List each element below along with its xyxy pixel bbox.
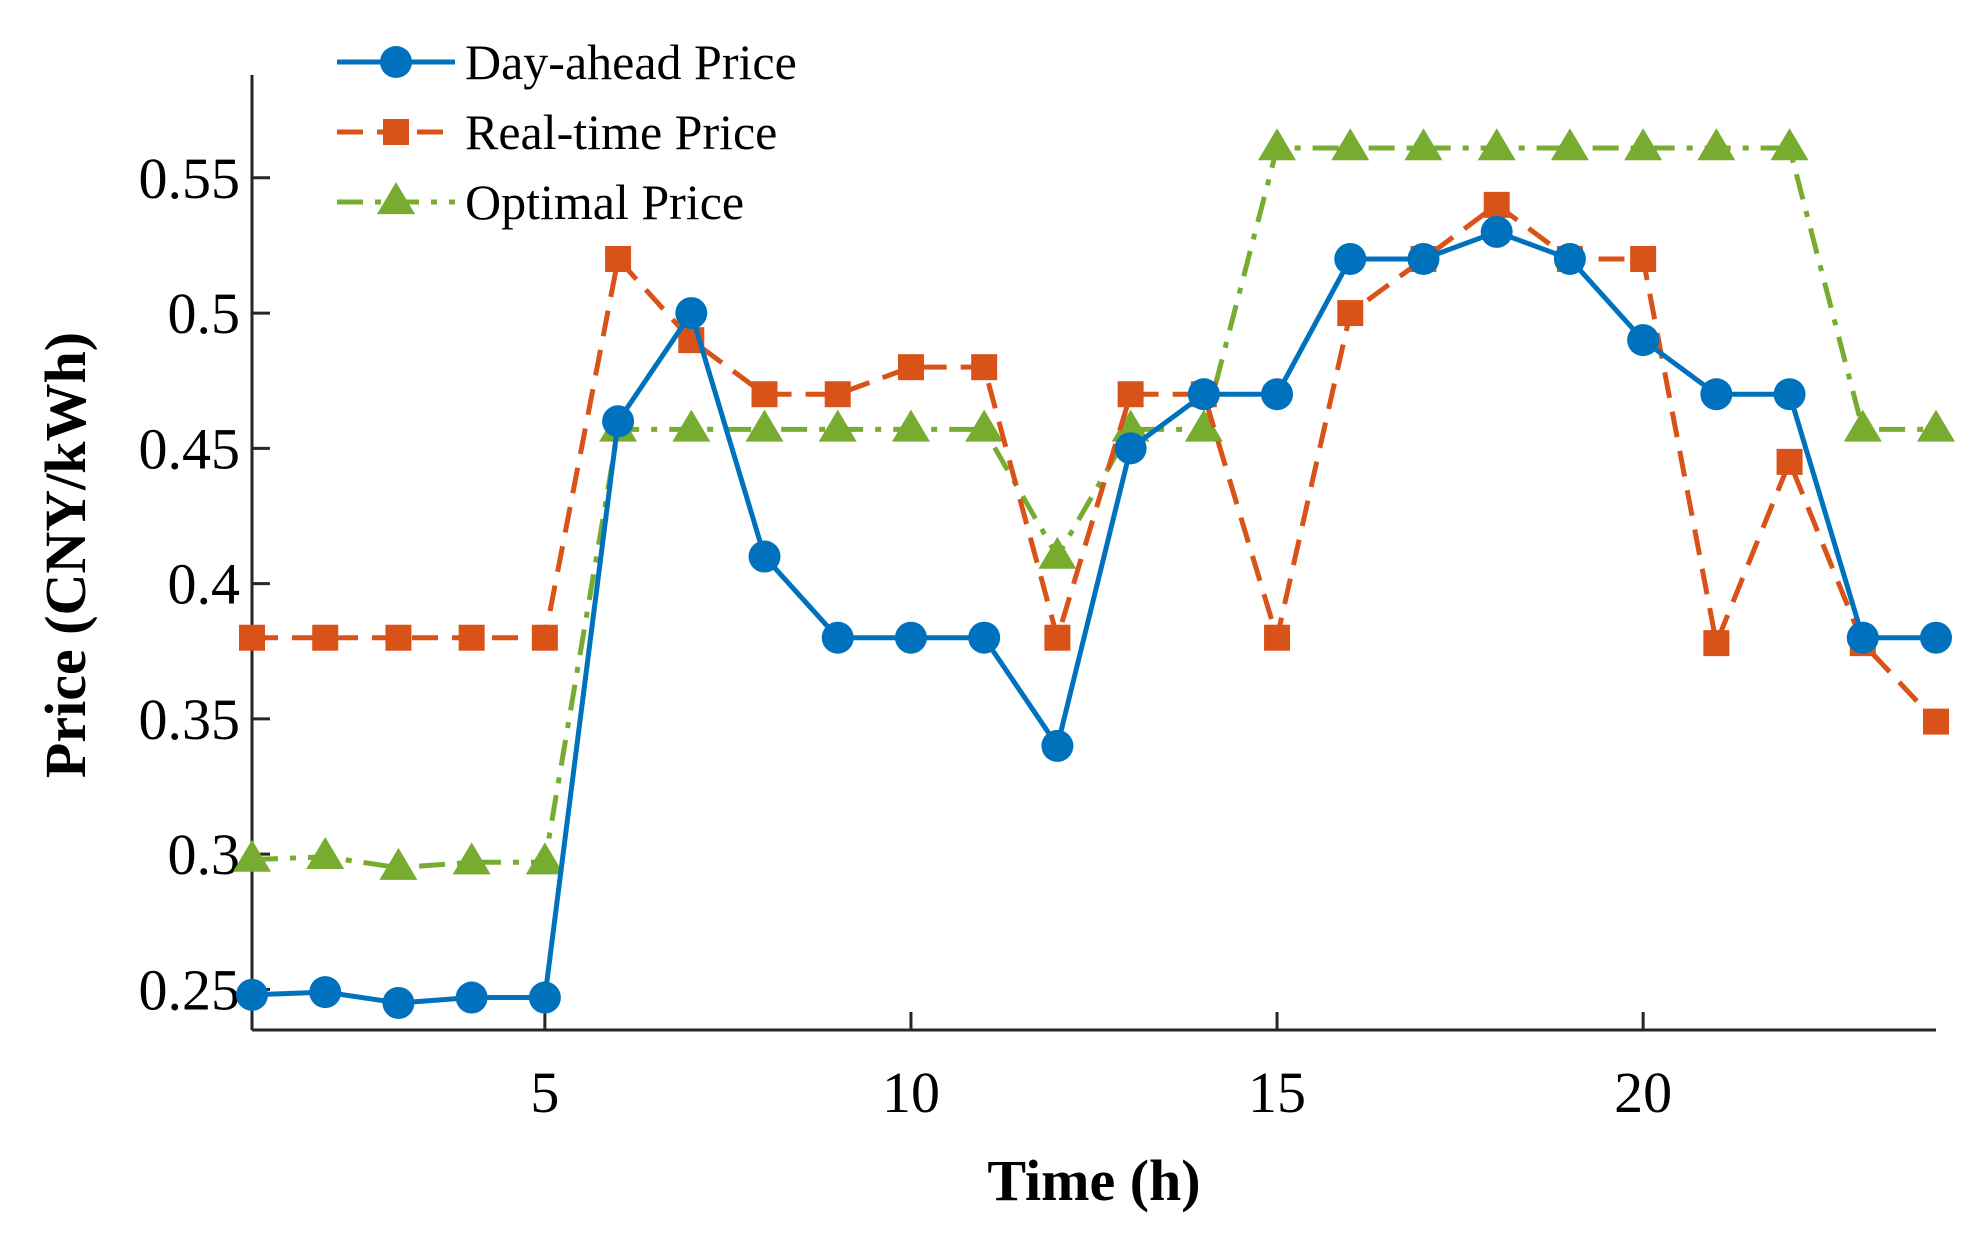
real-time-price-series	[239, 191, 1949, 735]
day-ahead-price-point	[821, 621, 854, 654]
real-time-price-point	[824, 381, 851, 408]
real-time-price-point	[312, 624, 339, 651]
day-ahead-price-point	[309, 976, 342, 1009]
day-ahead-price-point	[675, 297, 708, 330]
real-time-price-point	[239, 624, 265, 651]
x-axis-label: Time (h)	[987, 1148, 1200, 1213]
legend-item-optimal-price: Optimal Price	[337, 174, 744, 230]
optimal-price-point	[1624, 128, 1663, 161]
day-ahead-price-point	[528, 981, 561, 1014]
optimal-price-point	[1917, 409, 1955, 442]
real-time-price-point	[531, 624, 558, 651]
legend-label-day-ahead-price: Day-ahead Price	[465, 34, 797, 90]
y-tick-label: 0.4	[168, 552, 241, 617]
real-time-price-point	[1264, 624, 1291, 651]
day-ahead-price-series	[236, 215, 1952, 1019]
day-ahead-price-point	[1261, 378, 1294, 411]
optimal-price-line	[251, 145, 1936, 871]
optimal-price-point	[965, 409, 1004, 442]
legend-item-real-time-price: Real-time Price	[337, 104, 777, 160]
optimal-price-point	[1111, 409, 1150, 442]
x-tick-label: 5	[530, 1060, 559, 1125]
optimal-price-point	[306, 837, 345, 870]
day-ahead-price-point	[382, 986, 415, 1019]
optimal-price-point	[1770, 128, 1809, 161]
real-time-price-point	[1923, 708, 1949, 735]
day-ahead-price-point	[602, 405, 635, 438]
y-tick-label: 0.45	[139, 416, 241, 481]
day-ahead-price-point	[236, 978, 268, 1011]
day-ahead-price-point	[748, 540, 781, 573]
optimal-price-point	[452, 842, 491, 875]
real-time-price-point	[1483, 191, 1510, 218]
day-ahead-price-point	[968, 621, 1001, 654]
x-ticks: 5 10 15 20	[530, 1012, 1672, 1125]
legend-label-real-time-price: Real-time Price	[465, 104, 777, 160]
y-tick-label: 0.55	[139, 146, 241, 211]
real-time-price-point	[1044, 624, 1071, 651]
optimal-price-point	[1477, 128, 1516, 161]
x-tick-label: 20	[1614, 1060, 1672, 1125]
series-layer	[233, 128, 1955, 1019]
day-ahead-price-point	[894, 621, 927, 654]
optimal-price-point	[1184, 409, 1223, 442]
legend-marker-real-time-price	[383, 119, 409, 145]
real-time-price-point	[971, 354, 998, 381]
real-time-price-point	[605, 245, 632, 272]
real-time-price-point	[458, 624, 485, 651]
day-ahead-price-point	[1627, 324, 1660, 357]
optimal-price-point	[745, 409, 784, 442]
real-time-price-point	[385, 624, 412, 651]
day-ahead-price-point	[1114, 432, 1147, 465]
x-tick-label: 15	[1248, 1060, 1306, 1125]
optimal-price-point	[1843, 409, 1882, 442]
real-time-price-point	[1630, 245, 1657, 272]
real-time-price-point	[1703, 630, 1730, 657]
legend-marker-optimal-price	[377, 182, 415, 215]
optimal-price-point	[379, 847, 418, 880]
day-ahead-price-point	[1041, 729, 1074, 762]
legend-item-day-ahead-price: Day-ahead Price	[337, 34, 797, 90]
optimal-price-point	[891, 409, 930, 442]
real-time-price-point	[1117, 381, 1144, 408]
optimal-price-point	[672, 409, 711, 442]
optimal-price-point	[818, 409, 857, 442]
optimal-price-point	[233, 839, 271, 872]
optimal-price-point	[1404, 128, 1443, 161]
optimal-price-point	[1697, 128, 1736, 161]
day-ahead-price-point	[1480, 215, 1513, 248]
day-ahead-price-point	[1187, 378, 1220, 411]
real-time-price-line	[252, 202, 1938, 724]
day-ahead-price-point	[1920, 621, 1952, 654]
legend: Day-ahead Price Real-time Price Optimal Pr…	[337, 34, 797, 230]
day-ahead-price-point	[1553, 242, 1586, 275]
day-ahead-price-point	[1773, 378, 1806, 411]
y-tick-label: 0.5	[168, 281, 241, 346]
day-ahead-price-point	[1700, 378, 1733, 411]
y-tick-label: 0.3	[168, 822, 241, 887]
y-axis-label: Price (CNY/kWh)	[33, 332, 98, 778]
legend-label-optimal-price: Optimal Price	[465, 174, 744, 230]
legend-marker-day-ahead-price	[380, 46, 412, 78]
day-ahead-price-point	[1846, 621, 1879, 654]
optimal-price-point	[525, 842, 564, 875]
y-ticks: 0.25 0.3 0.35 0.4 0.45 0.5 0.55	[139, 146, 270, 1022]
real-time-price-point	[751, 381, 778, 408]
optimal-price-point	[1331, 128, 1370, 161]
day-ahead-price-point	[1407, 242, 1440, 275]
optimal-price-series	[233, 128, 1955, 880]
optimal-price-point	[1038, 536, 1077, 569]
real-time-price-point	[1776, 448, 1803, 475]
real-time-price-point	[897, 354, 924, 381]
real-time-price-point	[1337, 300, 1364, 327]
x-tick-label: 10	[882, 1060, 940, 1125]
y-tick-label: 0.35	[139, 687, 241, 752]
y-tick-label: 0.25	[139, 957, 241, 1022]
day-ahead-price-point	[455, 981, 488, 1014]
optimal-price-point	[1550, 128, 1589, 161]
day-ahead-price-point	[1334, 242, 1367, 275]
day-ahead-price-line	[251, 229, 1936, 1006]
optimal-price-point	[1258, 128, 1297, 161]
